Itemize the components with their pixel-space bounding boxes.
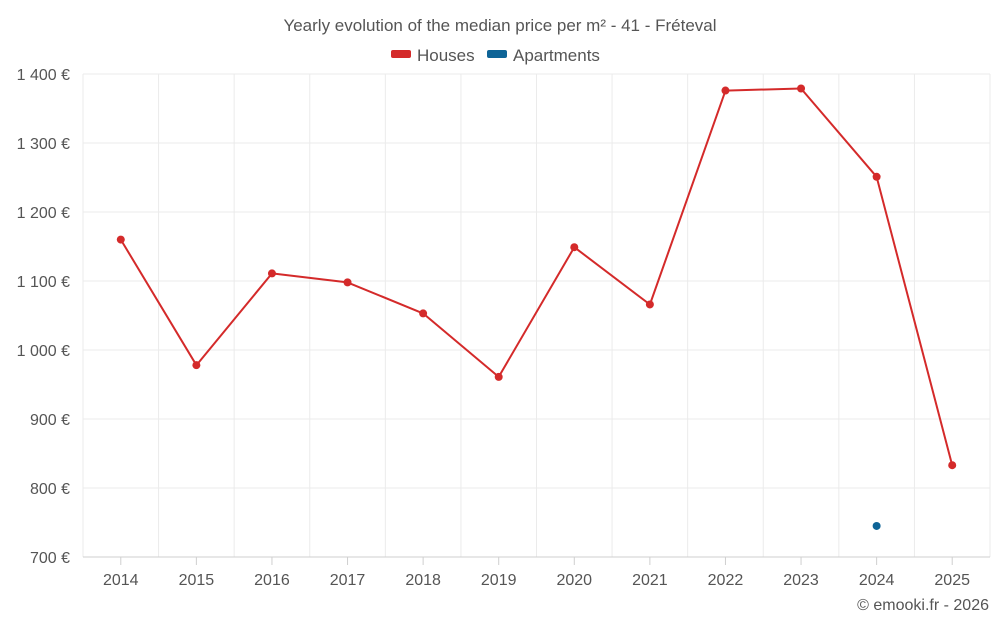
legend-label-apartments: Apartments [513, 46, 600, 65]
x-tick-label: 2014 [103, 572, 139, 589]
credit-text: © emooki.fr - 2026 [857, 597, 989, 614]
x-gridlines [82, 74, 991, 557]
legend-swatch-houses [391, 50, 411, 58]
x-tick-label: 2021 [632, 572, 668, 589]
y-tick-label: 1 400 € [17, 67, 70, 84]
legend-item-houses[interactable]: Houses [391, 46, 475, 65]
x-tick-label: 2017 [330, 572, 366, 589]
x-tick-label: 2018 [405, 572, 441, 589]
series-layer: Houses 2014: 1160 € Houses 2015: 978 € Hou… [116, 84, 957, 530]
x-tick-label: 2015 [179, 572, 215, 589]
x-tick-label: 2024 [859, 572, 895, 589]
data-point-houses-2016[interactable]: Houses 2016: 1111 € [267, 269, 276, 278]
y-tick-label: 1 000 € [17, 343, 70, 360]
x-tick-label: 2025 [934, 572, 970, 589]
chart-title: Yearly evolution of the median price per… [283, 16, 716, 35]
legend: Houses Apartments [391, 46, 600, 65]
data-point-houses-2019[interactable]: Houses 2019: 961 € [494, 372, 503, 381]
x-tick-label: 2020 [556, 572, 592, 589]
y-tick-label: 800 € [30, 481, 70, 498]
data-point-houses-2017[interactable]: Houses 2017: 1098 € [343, 278, 352, 287]
y-tick-label: 700 € [30, 550, 70, 567]
data-point-houses-2024[interactable]: Houses 2024: 1251 € [872, 172, 881, 181]
x-tick-label: 2023 [783, 572, 819, 589]
data-point-apartments-2024[interactable]: Apartments 2024: 745 € [872, 521, 881, 530]
y-axis-ticks: 700 € 800 € 900 € 1 000 € 1 100 € 1 200 € 1 30… [17, 67, 70, 567]
y-tick-label: 900 € [30, 412, 70, 429]
data-point-houses-2018[interactable]: Houses 2018: 1053 € [419, 309, 428, 318]
data-point-houses-2020[interactable]: Houses 2020: 1149 € [570, 243, 579, 252]
data-point-houses-2022[interactable]: Houses 2022: 1376 € [721, 86, 730, 95]
x-tick-label: 2016 [254, 572, 290, 589]
y-tick-label: 1 200 € [17, 205, 70, 222]
legend-item-apartments[interactable]: Apartments [487, 46, 600, 65]
legend-swatch-apartments [487, 50, 507, 58]
y-tick-label: 1 100 € [17, 274, 70, 291]
data-point-houses-2014[interactable]: Houses 2014: 1160 € [116, 235, 125, 244]
data-point-houses-2025[interactable]: Houses 2025: 833 € [948, 461, 957, 470]
legend-label-houses: Houses [417, 46, 475, 65]
y-tick-label: 1 300 € [17, 136, 70, 153]
data-point-houses-2015[interactable]: Houses 2015: 978 € [192, 361, 201, 370]
series-line-houses [119, 87, 954, 466]
x-tick-label: 2019 [481, 572, 517, 589]
data-point-houses-2023[interactable]: Houses 2023: 1379 € [797, 84, 806, 93]
data-point-houses-2021[interactable]: Houses 2021: 1066 € [645, 300, 654, 309]
x-tick-label: 2022 [708, 572, 744, 589]
x-axis-ticks: 2014 2015 2016 2017 2018 2019 2020 2021 2022 2023… [103, 557, 970, 589]
